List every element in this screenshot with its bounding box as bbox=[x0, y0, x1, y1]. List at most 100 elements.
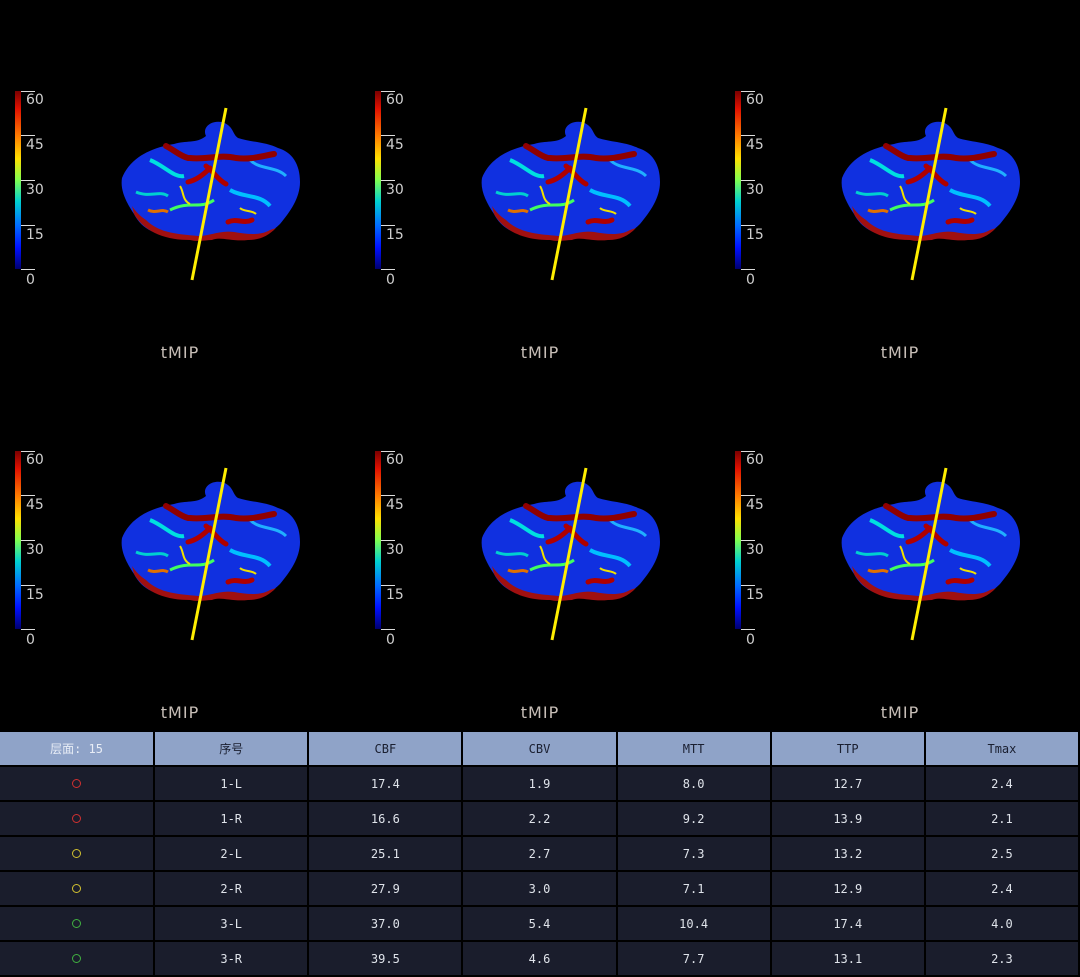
cell-ttp: 13.2 bbox=[770, 836, 926, 872]
cell-cbv: 2.7 bbox=[462, 836, 618, 872]
panel-label: tMIP bbox=[880, 343, 920, 362]
cell-mtt: 7.1 bbox=[616, 871, 772, 907]
viewport-panel[interactable]: 60 45 30 15 0 tMIP bbox=[360, 360, 720, 722]
roi-circle-icon bbox=[72, 848, 82, 858]
cell-tmax: 2.4 bbox=[924, 871, 1080, 907]
scale-tick-label: 60 bbox=[746, 452, 764, 468]
cell-mtt: 7.7 bbox=[616, 941, 772, 977]
roi-marker-cell[interactable] bbox=[0, 941, 156, 977]
viewport-panel[interactable]: 60 45 30 15 0 tMIP bbox=[720, 0, 1080, 362]
cell-cbf: 17.4 bbox=[308, 766, 464, 802]
viewport-panel[interactable]: 60 45 30 15 0 tMIP bbox=[360, 0, 720, 362]
scale-tick-label: 60 bbox=[386, 452, 404, 468]
midline-marker[interactable] bbox=[910, 467, 948, 641]
col-header-cbf[interactable]: CBF bbox=[308, 732, 464, 767]
slice-header[interactable]: 层面: 15 bbox=[0, 732, 156, 767]
scale-tick-label: 15 bbox=[746, 587, 764, 603]
roi-marker-cell[interactable] bbox=[0, 836, 156, 872]
midline-marker[interactable] bbox=[910, 107, 948, 281]
midline-marker[interactable] bbox=[550, 107, 588, 281]
scale-tick-label: 45 bbox=[746, 137, 764, 153]
roi-circle-icon bbox=[72, 953, 82, 963]
col-header-id[interactable]: 序号 bbox=[154, 732, 310, 767]
perfusion-map-image[interactable] bbox=[830, 100, 1030, 290]
roi-marker-cell[interactable] bbox=[0, 766, 156, 802]
viewport-panel[interactable]: 60 45 30 15 0 tMIP bbox=[0, 0, 360, 362]
scale-tick-mark bbox=[741, 495, 755, 496]
cell-tmax: 2.1 bbox=[924, 801, 1080, 837]
cell-mtt: 10.4 bbox=[616, 906, 772, 942]
viewport-panel[interactable]: 60 45 30 15 0 tMIP bbox=[720, 360, 1080, 722]
scale-tick-label: 15 bbox=[26, 587, 44, 603]
roi-circle-icon bbox=[72, 883, 82, 893]
cell-id: 3-L bbox=[154, 906, 310, 942]
roi-marker-cell[interactable] bbox=[0, 871, 156, 907]
panel-label: tMIP bbox=[160, 703, 200, 722]
roi-table: 层面: 15 序号 CBF CBV MTT TTP Tmax 1-L 17.4 1.… bbox=[0, 732, 1080, 977]
cell-cbf: 39.5 bbox=[308, 941, 464, 977]
viewport-panel[interactable]: 60 45 30 15 0 tMIP bbox=[0, 360, 360, 722]
scale-tick-label: 30 bbox=[26, 542, 44, 558]
perfusion-map-image[interactable] bbox=[110, 460, 310, 650]
col-header-ttp[interactable]: TTP bbox=[770, 732, 926, 767]
scale-tick-label: 0 bbox=[386, 632, 395, 648]
color-scale-bar bbox=[15, 91, 21, 269]
scale-tick-label: 45 bbox=[386, 137, 404, 153]
roi-marker-cell[interactable] bbox=[0, 801, 156, 837]
scale-tick-mark bbox=[381, 629, 395, 630]
color-scale-bar bbox=[735, 451, 741, 629]
cell-id: 2-L bbox=[154, 836, 310, 872]
table-row[interactable]: 2-L 25.1 2.7 7.3 13.2 2.5 bbox=[0, 836, 1080, 872]
midline-marker[interactable] bbox=[550, 467, 588, 641]
roi-marker-cell[interactable] bbox=[0, 906, 156, 942]
table-row[interactable]: 1-R 16.6 2.2 9.2 13.9 2.1 bbox=[0, 801, 1080, 837]
table-row[interactable]: 3-L 37.0 5.4 10.4 17.4 4.0 bbox=[0, 906, 1080, 942]
scale-tick-label: 15 bbox=[386, 587, 404, 603]
panel-label: tMIP bbox=[880, 703, 920, 722]
color-scale-bar bbox=[375, 451, 381, 629]
scale-tick-mark bbox=[381, 451, 395, 452]
scale-tick-mark bbox=[21, 540, 35, 541]
scale-tick-label: 30 bbox=[386, 542, 404, 558]
perfusion-map-image[interactable] bbox=[470, 460, 670, 650]
scale-tick-label: 0 bbox=[746, 632, 755, 648]
cell-cbf: 37.0 bbox=[308, 906, 464, 942]
scale-tick-label: 15 bbox=[386, 227, 404, 243]
col-header-tmax[interactable]: Tmax bbox=[924, 732, 1080, 767]
cell-ttp: 12.7 bbox=[770, 766, 926, 802]
roi-circle-icon bbox=[72, 778, 82, 788]
cell-mtt: 9.2 bbox=[616, 801, 772, 837]
table-row[interactable]: 1-L 17.4 1.9 8.0 12.7 2.4 bbox=[0, 766, 1080, 802]
perfusion-map-image[interactable] bbox=[470, 100, 670, 290]
col-header-cbv[interactable]: CBV bbox=[462, 732, 618, 767]
scale-tick-mark bbox=[21, 225, 35, 226]
scale-tick-label: 60 bbox=[746, 92, 764, 108]
color-scale-bar bbox=[735, 91, 741, 269]
scale-tick-mark bbox=[741, 180, 755, 181]
table-row[interactable]: 3-R 39.5 4.6 7.7 13.1 2.3 bbox=[0, 941, 1080, 977]
panel-label: tMIP bbox=[520, 343, 560, 362]
scale-tick-mark bbox=[381, 135, 395, 136]
scale-tick-mark bbox=[381, 91, 395, 92]
scale-tick-mark bbox=[21, 629, 35, 630]
table-row[interactable]: 2-R 27.9 3.0 7.1 12.9 2.4 bbox=[0, 871, 1080, 907]
scale-tick-label: 0 bbox=[386, 272, 395, 288]
scale-tick-mark bbox=[381, 540, 395, 541]
scale-tick-mark bbox=[21, 180, 35, 181]
midline-marker[interactable] bbox=[190, 107, 228, 281]
scale-tick-mark bbox=[21, 495, 35, 496]
cell-ttp: 17.4 bbox=[770, 906, 926, 942]
cell-mtt: 7.3 bbox=[616, 836, 772, 872]
cell-tmax: 2.4 bbox=[924, 766, 1080, 802]
cell-tmax: 2.3 bbox=[924, 941, 1080, 977]
scale-tick-mark bbox=[21, 585, 35, 586]
scale-tick-label: 60 bbox=[26, 92, 44, 108]
cell-id: 1-L bbox=[154, 766, 310, 802]
col-header-mtt[interactable]: MTT bbox=[616, 732, 772, 767]
midline-marker[interactable] bbox=[190, 467, 228, 641]
scale-tick-label: 30 bbox=[26, 182, 44, 198]
perfusion-map-image[interactable] bbox=[110, 100, 310, 290]
scale-tick-mark bbox=[741, 629, 755, 630]
roi-circle-icon bbox=[72, 918, 82, 928]
perfusion-map-image[interactable] bbox=[830, 460, 1030, 650]
